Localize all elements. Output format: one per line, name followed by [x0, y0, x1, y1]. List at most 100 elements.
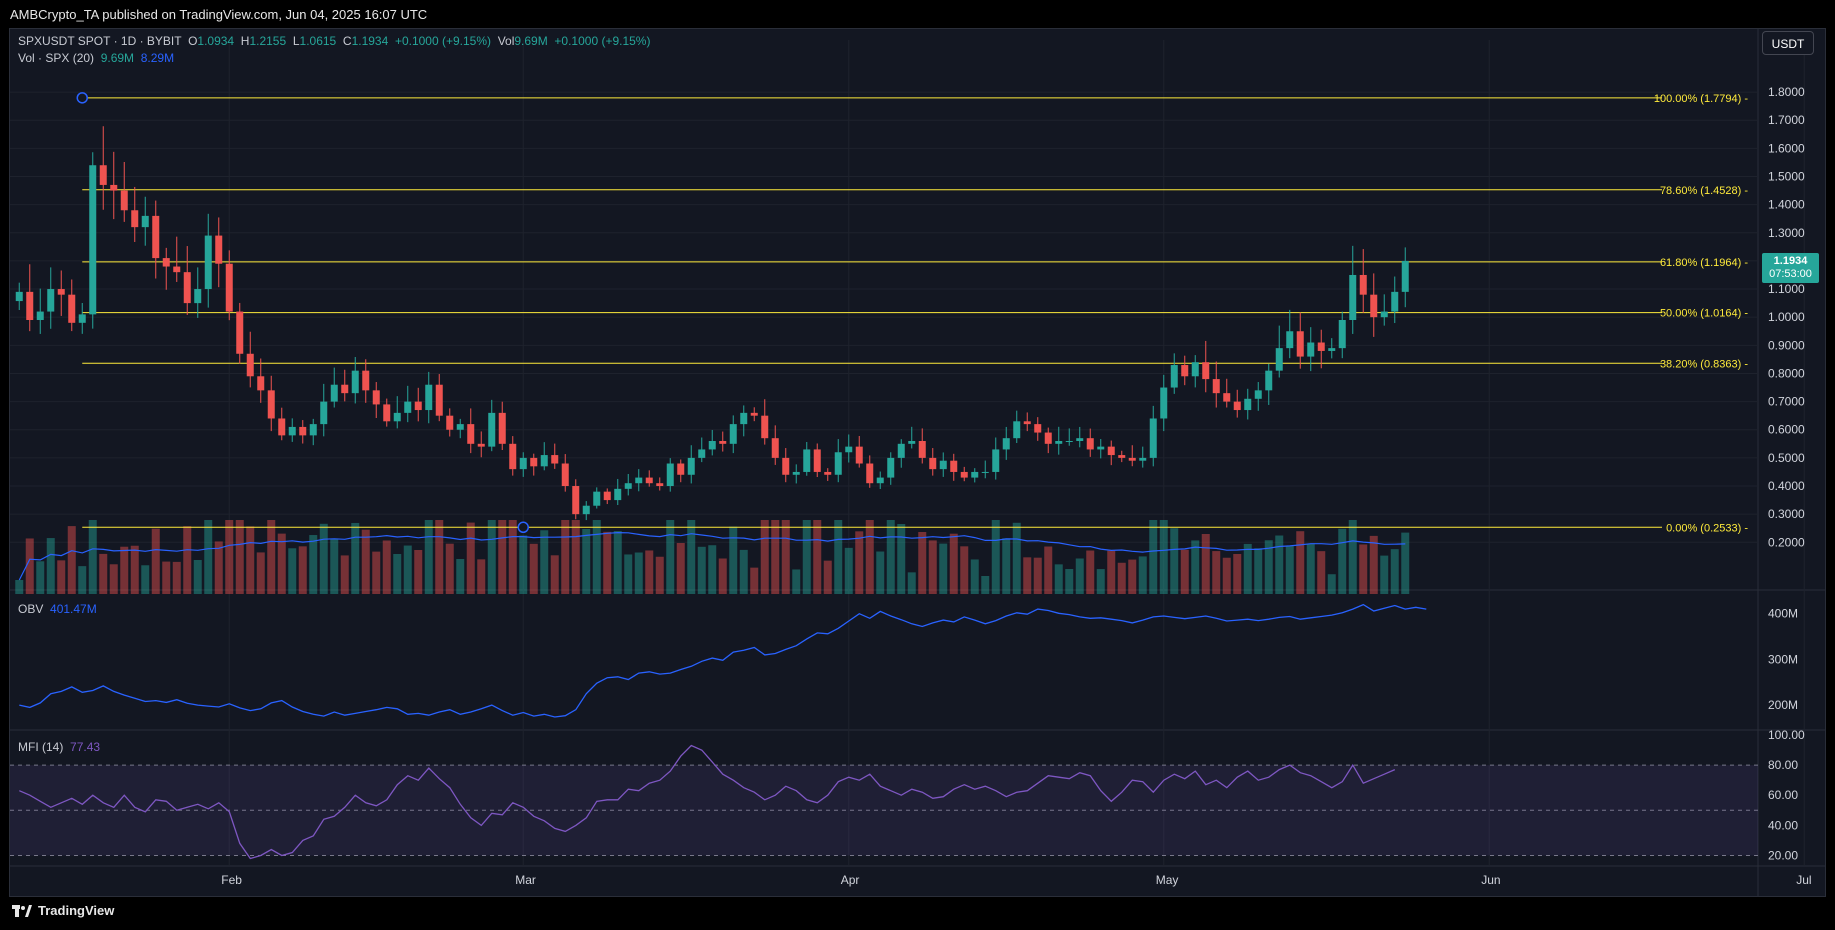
candle-body [509, 443, 517, 470]
candle-body [215, 235, 223, 264]
obv-label[interactable]: OBV [18, 602, 44, 616]
currency-button[interactable]: USDT [1762, 31, 1814, 55]
close-label: C [342, 34, 352, 48]
grid [10, 28, 1826, 897]
volume-bar [1096, 569, 1105, 594]
candle-body [1202, 362, 1210, 380]
mfi-label[interactable]: MFI (14) [18, 740, 64, 754]
volume-bar [1285, 545, 1294, 594]
time-tick-label: Jul [1796, 873, 1811, 887]
volume-bar [970, 559, 979, 594]
obv-tick-label: 200M [1768, 698, 1798, 712]
volume-bar [760, 520, 769, 594]
volume-bar [414, 550, 423, 594]
mfi-tick-label: 60.00 [1768, 788, 1798, 802]
candle-body [141, 215, 149, 228]
candle-body [1338, 320, 1346, 349]
volume-bar [235, 520, 244, 594]
volume-bar [109, 564, 118, 594]
time-tick-label: May [1156, 873, 1179, 887]
volume-bar [277, 533, 286, 594]
volume-bar [624, 554, 633, 594]
candle-body [834, 452, 842, 475]
candle-body [792, 471, 800, 475]
candle-body [320, 401, 328, 425]
volume-bar [1086, 550, 1095, 594]
volume-bar [1012, 522, 1021, 594]
candle-body [960, 471, 968, 478]
volume-bar [214, 541, 223, 594]
candle-body [845, 446, 853, 453]
volume-bar [1359, 544, 1368, 594]
candle-body [803, 449, 811, 472]
candle-body [1118, 455, 1126, 458]
symbol-name[interactable]: SPXUSDT SPOT · 1D · BYBIT [18, 34, 182, 48]
candle-body [1097, 446, 1105, 450]
volume-bar [36, 561, 45, 594]
volume-bar [876, 551, 885, 594]
chart-frame[interactable] [9, 28, 1826, 897]
volume-bar [981, 576, 990, 594]
close-value: 1.1934 [351, 34, 389, 48]
candle-body [876, 477, 884, 484]
volume-bar [1191, 540, 1200, 594]
volume-indicator-name[interactable]: Vol · SPX (20) [18, 51, 95, 65]
volume-bar [67, 526, 76, 594]
candle-body [467, 424, 475, 444]
volume-bar [382, 540, 391, 594]
candle-body [1275, 348, 1283, 371]
volume-bar [708, 545, 717, 594]
candle-body [1265, 370, 1273, 391]
fib-level-label: 61.80% (1.1964) - [1660, 257, 1748, 269]
candle-body [299, 426, 307, 436]
volume-bar [330, 539, 339, 594]
volume-bars [15, 520, 1410, 594]
tradingview-brand: TradingView [38, 903, 115, 918]
volume-bar [15, 580, 24, 594]
candle-body [425, 384, 433, 411]
candle-body [761, 415, 769, 439]
volume-bar [550, 555, 559, 594]
candle-body [519, 457, 527, 470]
obv-tick-label: 300M [1768, 652, 1798, 666]
symbol-legend: SPXUSDT SPOT · 1D · BYBIT O1.0934 H1.215… [18, 34, 650, 48]
volume-bar [1275, 535, 1284, 594]
volume-bar [445, 543, 454, 594]
low-value: 1.0615 [299, 34, 337, 48]
fib-anchor-handle-top[interactable] [76, 92, 88, 104]
candle-body [813, 449, 821, 472]
candle-body [771, 438, 779, 458]
mfi-tick-label: 100.00 [1768, 728, 1805, 742]
volume-bar [687, 520, 696, 594]
candle-body [194, 289, 202, 304]
tradingview-logo[interactable]: TradingView [12, 903, 114, 918]
price-tick-label: 1.3000 [1768, 226, 1805, 240]
fibonacci-retracement[interactable]: 100.00% (1.7794) - 78.60% (1.4528) - 61.80… [82, 93, 1748, 534]
candle-body [446, 415, 454, 430]
candle-body [15, 291, 23, 302]
volume-bar [676, 543, 685, 594]
candle-body [372, 390, 380, 405]
fib-anchor-handle-bottom[interactable] [517, 521, 529, 534]
volume-bar [960, 546, 969, 594]
volume-bar [561, 520, 570, 594]
volume-bar [613, 531, 622, 594]
candle-body [456, 424, 464, 430]
price-tick-label: 0.2000 [1768, 535, 1805, 549]
open-value: 1.0934 [197, 34, 235, 48]
candle-body [950, 460, 958, 472]
candle-body [1086, 438, 1094, 450]
price-tick-label: 0.7000 [1768, 395, 1805, 409]
volume-bar [697, 546, 706, 594]
volume-bar [246, 526, 255, 594]
time-tick-label: Jun [1481, 873, 1500, 887]
price-tick-label: 1.5000 [1768, 169, 1805, 183]
price-tick-label: 1.0000 [1768, 310, 1805, 324]
candle-body [1065, 441, 1073, 442]
volume-bar [1222, 557, 1231, 594]
candles[interactable] [15, 126, 1409, 521]
price-tick-label: 0.5000 [1768, 451, 1805, 465]
candle-body [99, 165, 107, 185]
price-tick-label: 1.4000 [1768, 198, 1805, 212]
